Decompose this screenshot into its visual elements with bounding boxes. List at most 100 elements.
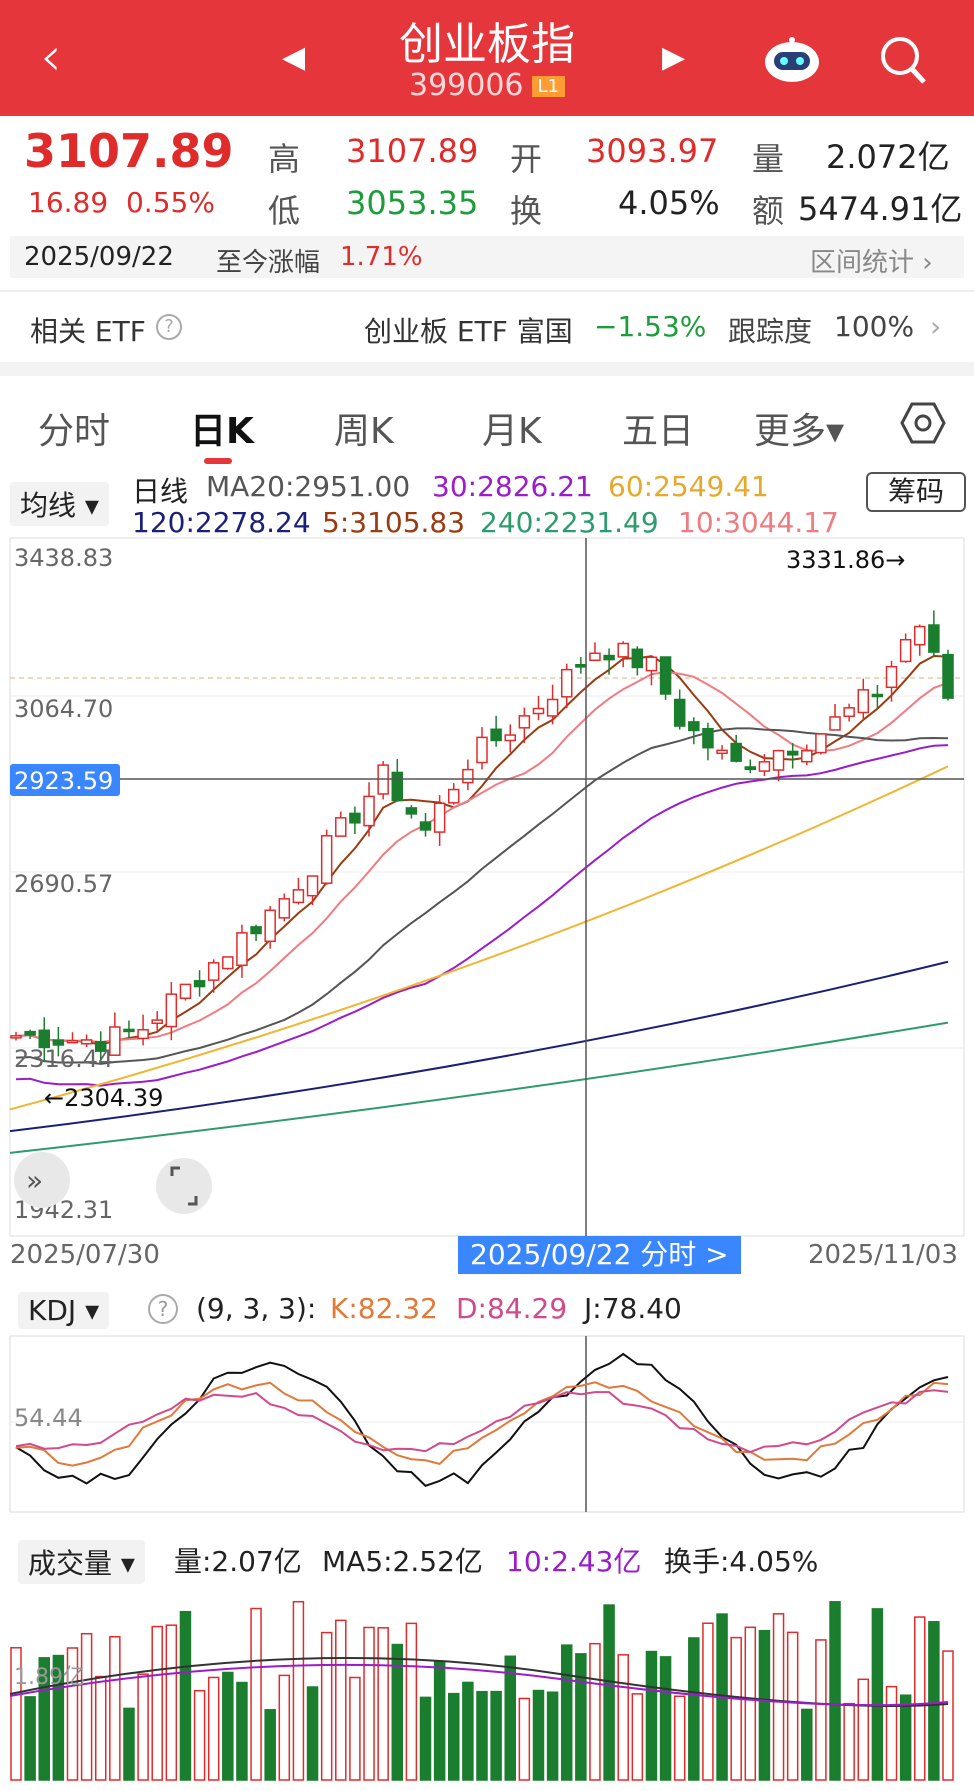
volume-bar bbox=[673, 1695, 686, 1781]
prev-index-icon[interactable]: ◀ bbox=[282, 40, 306, 75]
candle bbox=[193, 970, 206, 997]
header-bar: ‹ ◀ 创业板指 399006 L1 ▶ bbox=[0, 0, 974, 116]
tab-monthly-k[interactable]: 月K bbox=[482, 411, 542, 452]
candle bbox=[349, 806, 361, 835]
ma5-line bbox=[15, 654, 949, 1046]
candle bbox=[165, 982, 178, 1041]
volume-bar bbox=[363, 1626, 375, 1781]
volume-bar bbox=[278, 1674, 291, 1781]
volume-bar bbox=[532, 1689, 545, 1781]
period-tabs: 分时 日K 周K 月K 五日 更多▾ bbox=[0, 384, 974, 468]
tab-more[interactable]: 更多▾ bbox=[754, 411, 845, 452]
kdj-selector[interactable]: KDJ ▾ bbox=[18, 1292, 110, 1329]
active-tab-indicator bbox=[204, 458, 232, 464]
ma-selector[interactable]: 均线 ▾ bbox=[10, 482, 109, 526]
volume-ma10: 10:2.43亿 bbox=[506, 1545, 642, 1578]
candle bbox=[207, 959, 220, 993]
related-etf-row[interactable]: 相关 ETF ? 创业板 ETF 富国 −1.53% 跟踪度 100% › bbox=[0, 304, 974, 358]
ma240-line bbox=[9, 1021, 949, 1154]
volume-bar bbox=[377, 1627, 389, 1781]
volume-bar bbox=[306, 1686, 319, 1781]
since-label: 至今涨幅 bbox=[216, 248, 321, 278]
candle bbox=[885, 660, 898, 702]
price-change: 16.89 0.55% bbox=[28, 186, 215, 219]
candle bbox=[645, 656, 658, 686]
candle bbox=[546, 684, 559, 725]
volume-bar bbox=[786, 1631, 799, 1781]
interval-stats-link[interactable]: 区间统计 › bbox=[810, 248, 933, 278]
candle bbox=[377, 761, 389, 800]
volume-bar bbox=[151, 1625, 163, 1781]
intraday-jump-button[interactable]: 2025/09/22 分时 > bbox=[458, 1236, 741, 1274]
candle bbox=[236, 924, 248, 978]
candle bbox=[899, 633, 912, 663]
tab-five-day[interactable]: 五日 bbox=[622, 411, 695, 452]
volume-bar bbox=[94, 1675, 107, 1781]
candle bbox=[744, 759, 757, 774]
kdj-d-line bbox=[15, 1389, 949, 1454]
volume-bar bbox=[236, 1681, 248, 1781]
track-label: 跟踪度 bbox=[728, 315, 813, 348]
volume-bar bbox=[38, 1657, 50, 1781]
volume-bar bbox=[52, 1654, 65, 1781]
x-label-start: 2025/07/30 bbox=[10, 1240, 160, 1270]
ma5-value: 5:3105.83 bbox=[322, 506, 466, 539]
kline-chart[interactable]: 3438.83 3064.70 2690.57 2316.44 1942.31 … bbox=[0, 536, 974, 1246]
next-index-icon[interactable]: ▶ bbox=[662, 40, 686, 75]
ma240-value: 240:2231.49 bbox=[480, 506, 659, 539]
volume-legend: 成交量 ▾ 量:2.07亿 MA5:2.52亿 10:2.43亿 换手:4.05… bbox=[0, 1540, 974, 1584]
track-value: 100% bbox=[834, 310, 915, 343]
scroll-left-icon[interactable] bbox=[14, 1152, 70, 1208]
volume-turnover: 换手:4.05% bbox=[664, 1545, 819, 1578]
candle bbox=[758, 754, 771, 777]
tab-weekly-k[interactable]: 周K bbox=[334, 411, 394, 452]
cursor-price: 2923.59 bbox=[14, 767, 113, 795]
selected-date: 2025/09/22 bbox=[24, 242, 174, 272]
candle bbox=[250, 924, 262, 942]
tab-intraday[interactable]: 分时 bbox=[38, 411, 111, 452]
volume-bar bbox=[179, 1610, 192, 1781]
y-label-top: 3438.83 bbox=[14, 544, 113, 572]
turnover-value: 4.05% bbox=[618, 184, 720, 222]
candle bbox=[786, 743, 799, 769]
open-value: 3093.97 bbox=[586, 132, 719, 170]
settings-icon[interactable] bbox=[900, 400, 946, 446]
kdj-chart: 54.44 bbox=[9, 1335, 965, 1513]
kdj-j-line bbox=[15, 1352, 949, 1487]
chips-button[interactable]: 筹码 bbox=[866, 472, 966, 512]
robot-assistant-icon[interactable] bbox=[762, 36, 822, 84]
volume-value: 量:2.07亿 bbox=[174, 1545, 302, 1578]
kdj-j: J:78.40 bbox=[584, 1292, 682, 1325]
candle bbox=[617, 641, 629, 668]
candle bbox=[843, 703, 855, 722]
candle bbox=[603, 648, 615, 675]
candle bbox=[532, 695, 545, 721]
level-badge: L1 bbox=[531, 76, 565, 97]
y-label-4: 2316.44 bbox=[14, 1045, 113, 1073]
volume-value: 2.072亿 bbox=[826, 138, 950, 176]
y-label-2: 3064.70 bbox=[14, 695, 113, 723]
fullscreen-icon[interactable] bbox=[156, 1158, 212, 1214]
double-chevron-icon: » bbox=[26, 1164, 43, 1197]
candle bbox=[94, 1031, 107, 1063]
candle bbox=[306, 875, 319, 906]
volume-bar bbox=[292, 1600, 305, 1781]
volume-bar bbox=[589, 1642, 601, 1781]
volume-bar bbox=[335, 1619, 347, 1781]
candle bbox=[815, 733, 827, 755]
low-value: 3053.35 bbox=[346, 184, 479, 222]
volume-selector[interactable]: 成交量 ▾ bbox=[18, 1540, 145, 1584]
volume-bar bbox=[857, 1678, 870, 1781]
candle bbox=[871, 684, 884, 709]
candle bbox=[659, 656, 672, 700]
back-icon[interactable]: ‹ bbox=[40, 25, 62, 88]
volume-bar bbox=[165, 1624, 178, 1781]
tab-daily-k[interactable]: 日K bbox=[190, 411, 254, 452]
ma-legend: 均线 ▾ 日线 MA20:2951.00 30:2826.21 60:2549.… bbox=[0, 470, 974, 544]
section-gap bbox=[0, 362, 974, 376]
amount-value: 5474.91亿 bbox=[798, 190, 963, 228]
search-icon[interactable] bbox=[878, 32, 928, 86]
help-icon[interactable]: ? bbox=[156, 314, 182, 340]
kdj-help-icon[interactable]: ? bbox=[148, 1294, 178, 1324]
candle bbox=[518, 707, 531, 743]
